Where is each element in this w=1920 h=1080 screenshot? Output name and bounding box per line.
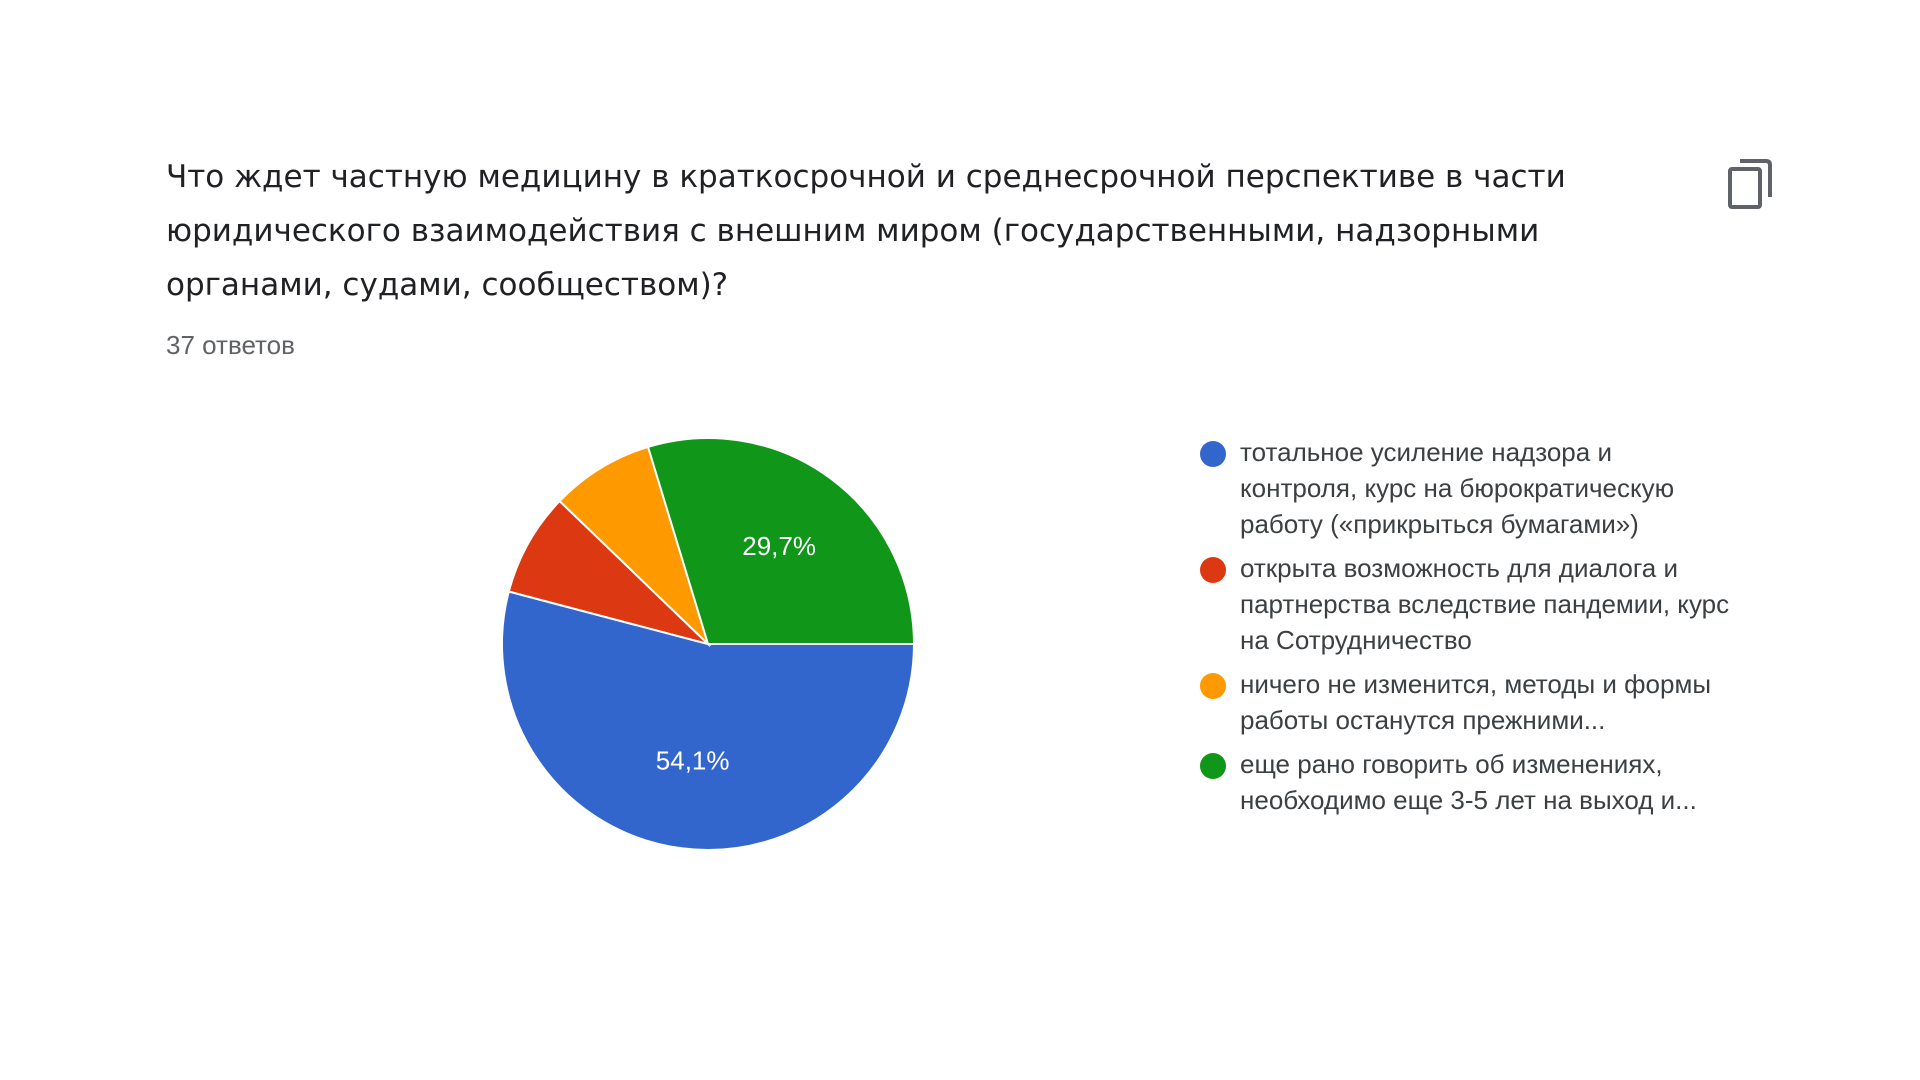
legend-color-dot [1200,753,1226,779]
question-title: Что ждет частную медицину в краткосрочно… [166,159,1566,303]
pie-slice-2[interactable] [507,499,712,646]
pie-slice-4[interactable] [646,437,916,645]
legend-item-1[interactable]: тотальное усиление надзора и контроля, к… [1200,434,1740,542]
legend-item-4[interactable]: еще рано говорить об изменениях, необход… [1200,746,1740,818]
pie-chart-svg: 54,1% 29,7% [501,437,916,851]
legend-label: открыта возможность для диалога и партне… [1240,553,1730,655]
legend-color-dot [1200,673,1226,699]
chart-legend: тотальное усиление надзора и контроля, к… [1200,434,1740,826]
pie-slice-3[interactable] [558,445,711,648]
legend-label: тотальное усиление надзора и контроля, к… [1240,437,1675,539]
legend-item-3[interactable]: ничего не изменится, методы и формы рабо… [1200,666,1740,738]
legend-label: еще рано говорить об изменениях, необход… [1240,749,1697,815]
copy-chart-button[interactable] [1722,156,1778,212]
legend-label: ничего не изменится, методы и формы рабо… [1240,669,1712,735]
legend-color-dot [1200,557,1226,583]
legend-item-2[interactable]: открыта возможность для диалога и партне… [1200,550,1740,658]
pie-slice-1[interactable] [501,590,916,851]
pie-slice-label-1: 54,1% [656,745,730,775]
pie-slice-label-4: 29,7% [742,531,816,561]
legend-color-dot [1200,441,1226,467]
copy-icon [1728,159,1772,209]
response-count: 37 ответов [166,330,295,360]
pie-chart: 54,1% 29,7% [500,436,916,852]
